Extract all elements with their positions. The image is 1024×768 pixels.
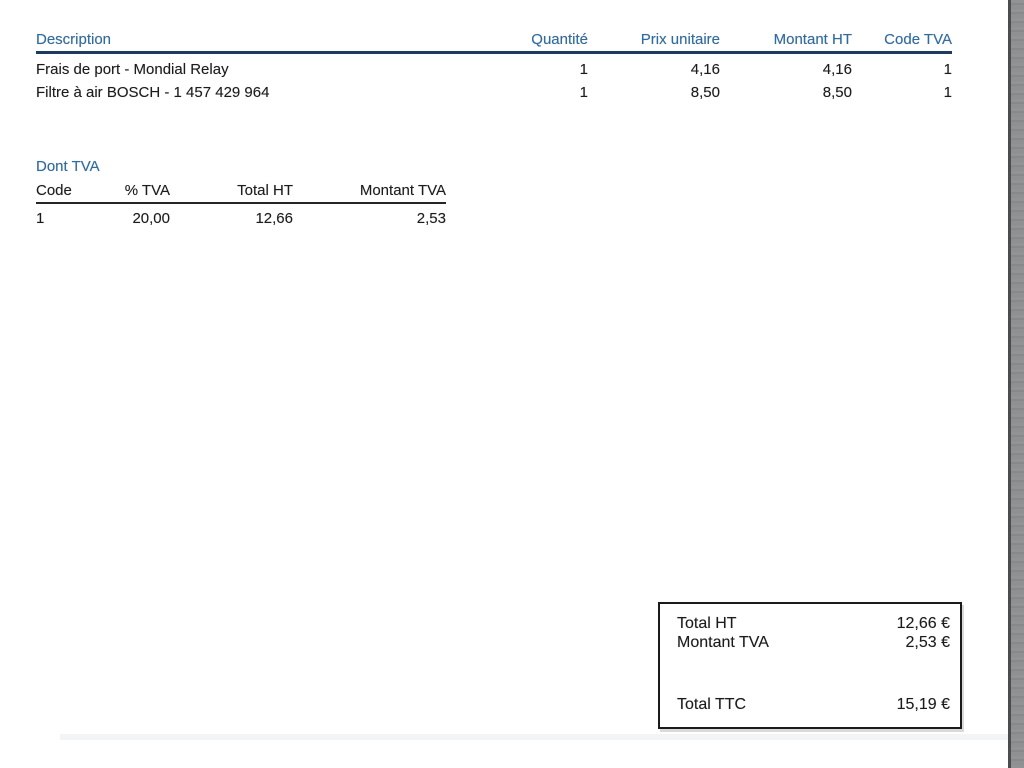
cell-montant-ht: 8,50 [822,84,852,101]
cell-quantite: 1 [579,61,588,78]
table-row: Frais de port - Mondial Relay 1 4,16 4,1… [36,58,952,81]
items-table: Description Quantité Prix unitaire Monta… [36,31,952,104]
montant-tva-value: 2,53 € [905,634,950,651]
cell-prix-unitaire: 4,16 [690,61,720,78]
tva-section: Dont TVA Code % TVA Total HT Montant TVA… [36,158,446,228]
cell-description: Frais de port - Mondial Relay [36,61,229,78]
column-header-quantite: Quantité [531,31,588,48]
tva-table-header-row: Code % TVA Total HT Montant TVA [36,182,446,204]
cell-total-ht: 12,66 [255,210,293,227]
cell-montant-ht: 4,16 [822,61,852,78]
column-header-code: Code [36,182,72,199]
cell-montant-tva: 2,53 [416,210,446,227]
cell-prix-unitaire: 8,50 [690,84,720,101]
column-header-prix-unitaire: Prix unitaire [640,31,720,48]
cell-quantite: 1 [579,84,588,101]
items-table-header-row: Description Quantité Prix unitaire Monta… [36,31,952,54]
total-ttc-line: Total TTC 15,19 € [677,695,950,714]
total-ht-label: Total HT [677,615,737,632]
total-ttc-value: 15,19 € [896,696,950,713]
column-header-montant-tva: Montant TVA [359,182,446,199]
cell-code-tva: 1 [943,61,952,78]
column-header-montant-ht: Montant HT [773,31,852,48]
cell-code-tva: 1 [943,84,952,101]
tva-section-title: Dont TVA [36,158,100,175]
cell-pct-tva: 20,00 [132,210,170,227]
scan-edge-right-strip [1008,0,1024,768]
total-ht-value: 12,66 € [896,615,950,632]
column-header-total-ht: Total HT [237,182,293,199]
total-ttc-label: Total TTC [677,696,747,713]
total-ht-line: Total HT 12,66 € [677,614,950,633]
totals-box: Total HT 12,66 € Montant TVA 2,53 € Tota… [658,602,962,729]
table-row: Filtre à air BOSCH - 1 457 429 964 1 8,5… [36,81,952,104]
tva-table-row: 1 20,00 12,66 2,53 [36,210,446,228]
montant-tva-label: Montant TVA [677,634,769,651]
cell-description: Filtre à air BOSCH - 1 457 429 964 [36,84,270,101]
montant-tva-line: Montant TVA 2,53 € [677,633,950,652]
scan-artifact-bottom-band [60,734,1008,740]
column-header-description: Description [36,31,112,48]
cell-code: 1 [36,210,45,227]
column-header-code-tva: Code TVA [884,31,952,48]
column-header-pct-tva: % TVA [124,182,170,199]
